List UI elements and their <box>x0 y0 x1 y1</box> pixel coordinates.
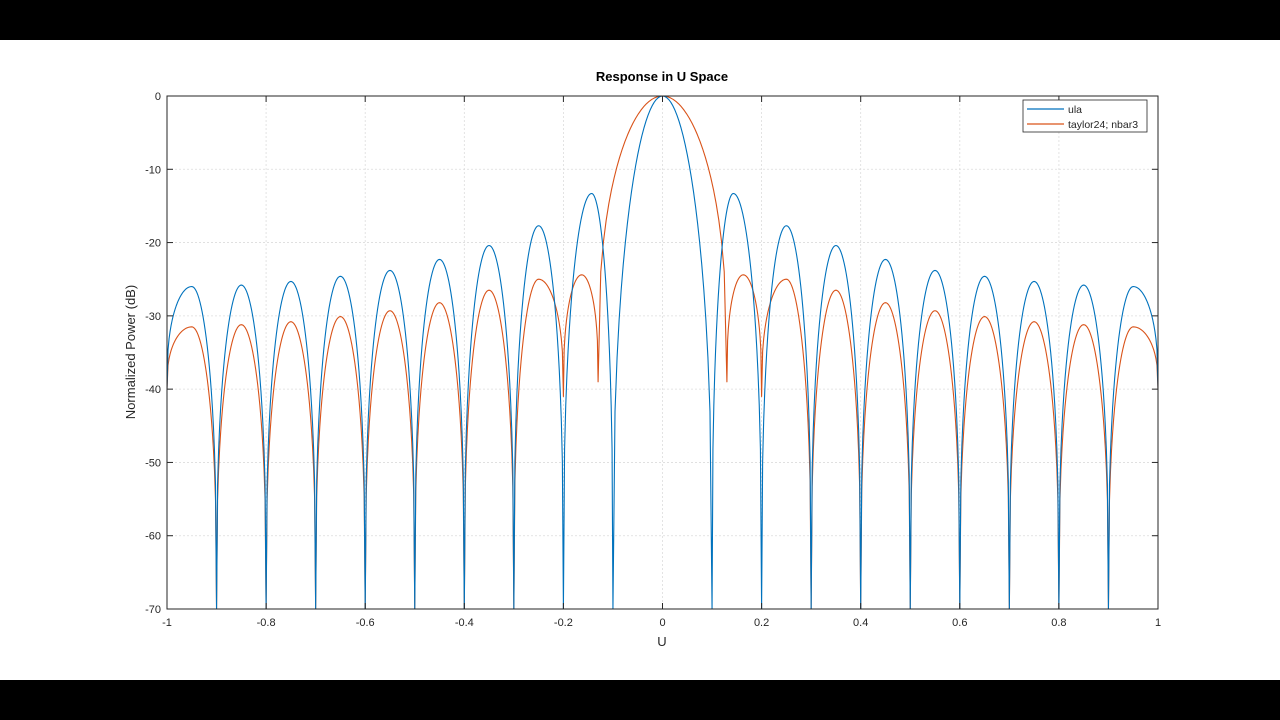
y-tick-label: -10 <box>145 164 161 176</box>
x-tick-label: -1 <box>162 617 172 629</box>
y-tick-label: -60 <box>145 531 161 543</box>
legend: ula taylor24; nbar3 <box>1022 99 1148 133</box>
x-tick-label: 0 <box>659 617 665 629</box>
y-axis-label: Normalized Power (dB) <box>123 285 138 419</box>
x-tick-label: -0.4 <box>455 617 474 629</box>
x-tick-label: 0.4 <box>853 617 868 629</box>
series-line-0 <box>167 96 1158 609</box>
response-chart: -1 -0.8 -0.6 -0.4 -0.2 0 0.2 0.4 0.6 0.8 1 0 -10 -20… <box>123 69 1161 649</box>
x-tick-label: -0.8 <box>257 617 276 629</box>
x-tick-label: -0.6 <box>356 617 375 629</box>
figure-canvas: -1 -0.8 -0.6 -0.4 -0.2 0 0.2 0.4 0.6 0.8 1 0 -10 -20… <box>0 40 1280 680</box>
series-line-1 <box>167 96 1158 609</box>
y-tick-label: -50 <box>145 457 161 469</box>
legend-label-taylor: taylor24; nbar3 <box>1068 119 1138 131</box>
y-tick-label: 0 <box>155 91 161 103</box>
y-tick-label: -40 <box>145 384 161 396</box>
y-tick-label: -70 <box>145 604 161 616</box>
tick-marks <box>166 95 1159 610</box>
x-tick-label: 1 <box>1155 617 1161 629</box>
x-tick-label: -0.2 <box>554 617 573 629</box>
y-tick-labels: 0 -10 -20 -30 -40 -50 -60 -70 <box>145 91 161 616</box>
chart-title: Response in U Space <box>596 69 728 84</box>
y-tick-label: -20 <box>145 238 161 250</box>
y-tick-label: -30 <box>145 311 161 323</box>
legend-box <box>1022 99 1148 133</box>
x-tick-labels: -1 -0.8 -0.6 -0.4 -0.2 0 0.2 0.4 0.6 0.8 1 <box>162 617 1161 629</box>
series-group <box>167 96 1158 609</box>
x-tick-label: 0.2 <box>754 617 769 629</box>
x-tick-label: 0.6 <box>952 617 967 629</box>
x-tick-label: 0.8 <box>1051 617 1066 629</box>
x-axis-label: U <box>657 634 666 649</box>
legend-label-ula: ula <box>1068 104 1082 116</box>
